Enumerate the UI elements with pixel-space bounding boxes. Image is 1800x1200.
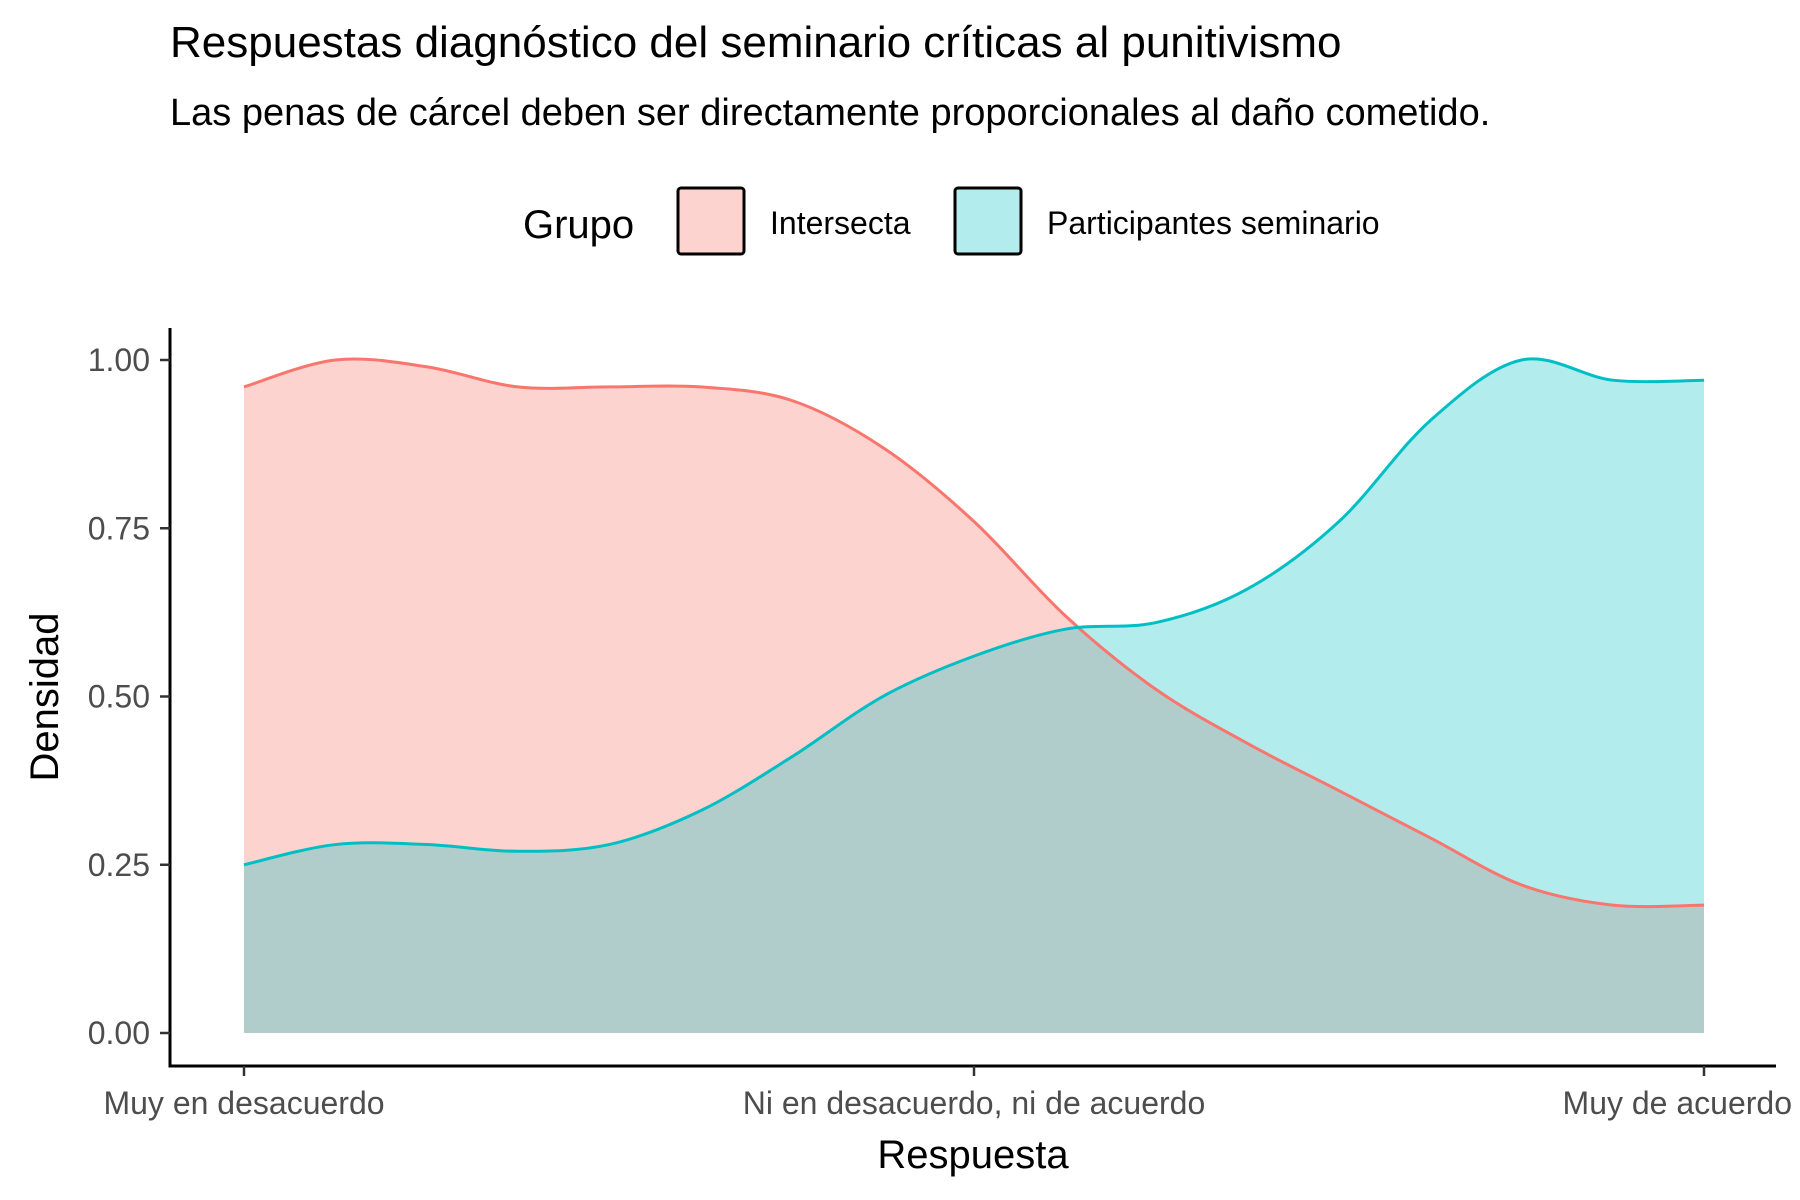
y-axis-ticks: 0.00 0.25 0.50 0.75 1.00: [88, 342, 170, 1051]
legend-label-intersecta: Intersecta: [770, 205, 911, 241]
legend-key-participantes: [953, 186, 1023, 256]
y-tick-label: 1.00: [88, 342, 150, 378]
y-axis-title: Densidad: [23, 612, 67, 781]
x-tick-label: Muy en desacuerdo: [103, 1085, 384, 1121]
legend: Grupo Intersecta Participantes seminario: [523, 186, 1380, 256]
density-area-intersecta: [244, 358, 1704, 1034]
x-tick-label: Ni en desacuerdo, ni de acuerdo: [743, 1085, 1206, 1121]
y-tick-label: 0.75: [88, 510, 150, 546]
density-line-participantes-seminario: [243, 357, 1705, 867]
legend-key-intersecta: [676, 186, 746, 256]
density-line-intersecta: [243, 357, 1705, 909]
chart-subtitle: Las penas de cárcel deben ser directamen…: [170, 92, 1491, 134]
y-tick-label: 0.25: [88, 847, 150, 883]
x-axis-ticks: Muy en desacuerdo Ni en desacuerdo, ni de…: [103, 1066, 1792, 1121]
density-area-participantes-seminario: [244, 358, 1704, 1034]
legend-title: Grupo: [523, 203, 634, 247]
plot-series: [243, 357, 1705, 1034]
chart-title: Respuestas diagnóstico del seminario crí…: [170, 18, 1342, 67]
y-tick-label: 0.00: [88, 1015, 150, 1051]
x-axis-title: Respuesta: [877, 1133, 1069, 1177]
legend-label-participantes: Participantes seminario: [1047, 205, 1380, 241]
x-tick-label: Muy de acuerdo: [1563, 1085, 1792, 1121]
y-tick-label: 0.50: [88, 679, 150, 715]
